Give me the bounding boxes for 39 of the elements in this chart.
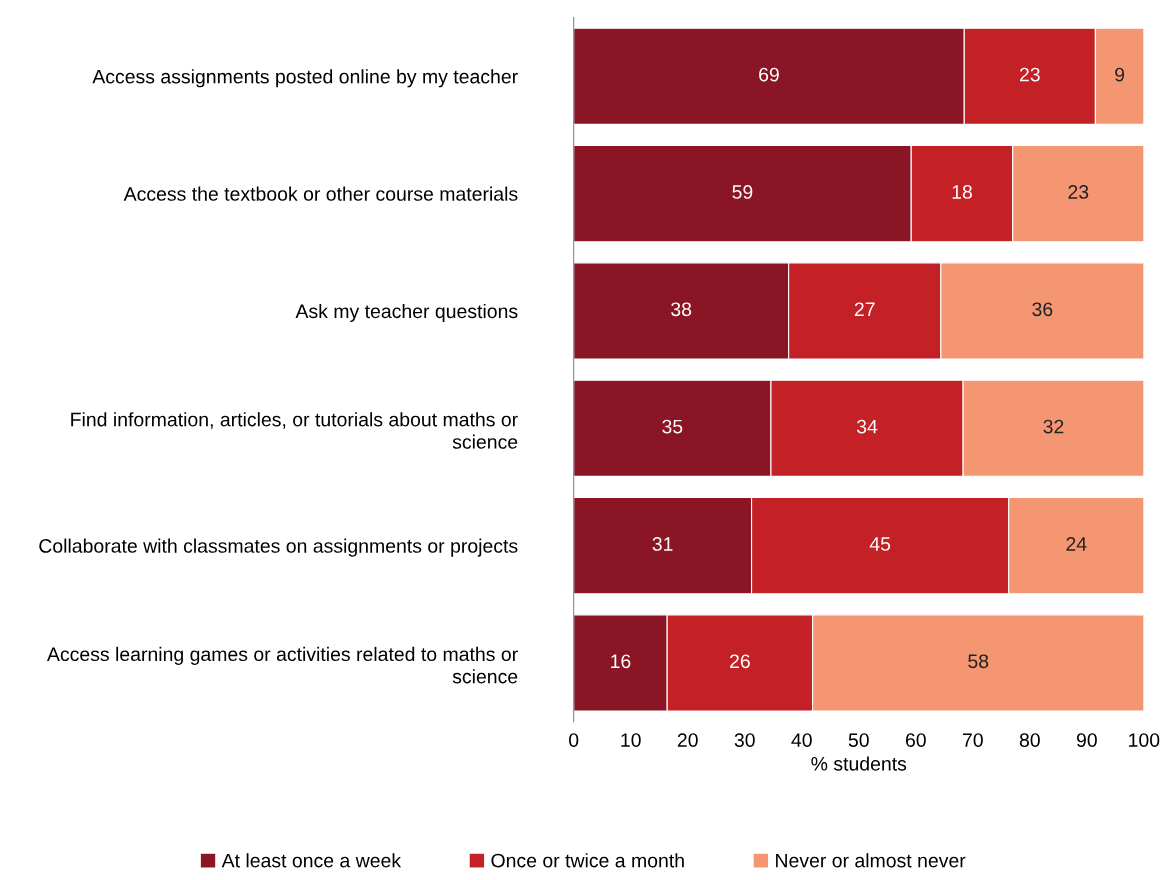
y-tick-label: Access learning games or activities related to maths or science: [46, 646, 518, 684]
data-label: 9: [1115, 67, 1125, 82]
x-tick-label: 100: [1129, 733, 1160, 747]
legend-label: Never or almost never: [776, 853, 966, 868]
data-label: 34: [856, 419, 878, 434]
legend-label: At least once a week: [221, 853, 402, 868]
y-tick-label: Ask my teacher questions: [295, 303, 518, 323]
data-label: 32: [1043, 419, 1064, 434]
x-tick-label: 90: [1076, 733, 1097, 747]
y-tick-label: Collaborate with classmates on assignments or projects: [39, 538, 518, 557]
x-tick-label: 10: [621, 733, 641, 747]
x-tick-label: 60: [905, 733, 926, 747]
y-tick-label: Access the textbook or other course materials: [123, 186, 518, 201]
data-label: 18: [952, 185, 972, 199]
x-tick-label: 20: [677, 733, 698, 747]
data-label: 23: [1068, 185, 1089, 199]
data-label: 35: [662, 419, 683, 434]
data-label: 27: [854, 302, 875, 316]
x-tick-label: 80: [1019, 733, 1040, 747]
x-tick-label: 30: [734, 733, 755, 747]
data-label: 38: [671, 302, 692, 317]
data-label: 16: [611, 654, 631, 669]
x-tick-label: 70: [962, 733, 983, 747]
y-tick-label: Access assignments posted online by my teacher: [92, 69, 518, 88]
data-label: 23: [1019, 67, 1040, 82]
y-tick-label: Find information, articles, or tutorials about maths or science: [71, 412, 518, 449]
data-label: 31: [652, 537, 673, 551]
data-label: 58: [968, 654, 989, 669]
data-label: 69: [759, 67, 779, 82]
legend-label: Once or twice a month: [491, 853, 684, 868]
x-tick-label: 0: [569, 733, 579, 747]
data-label: 26: [730, 654, 750, 669]
x-tick-label: 50: [848, 733, 869, 747]
data-label: 24: [1066, 537, 1087, 551]
x-tick-label: 40: [791, 733, 812, 747]
data-label: 45: [869, 537, 891, 551]
x-axis-title: % students: [811, 756, 907, 771]
data-label: 59: [732, 185, 753, 199]
data-label: 36: [1032, 302, 1053, 317]
